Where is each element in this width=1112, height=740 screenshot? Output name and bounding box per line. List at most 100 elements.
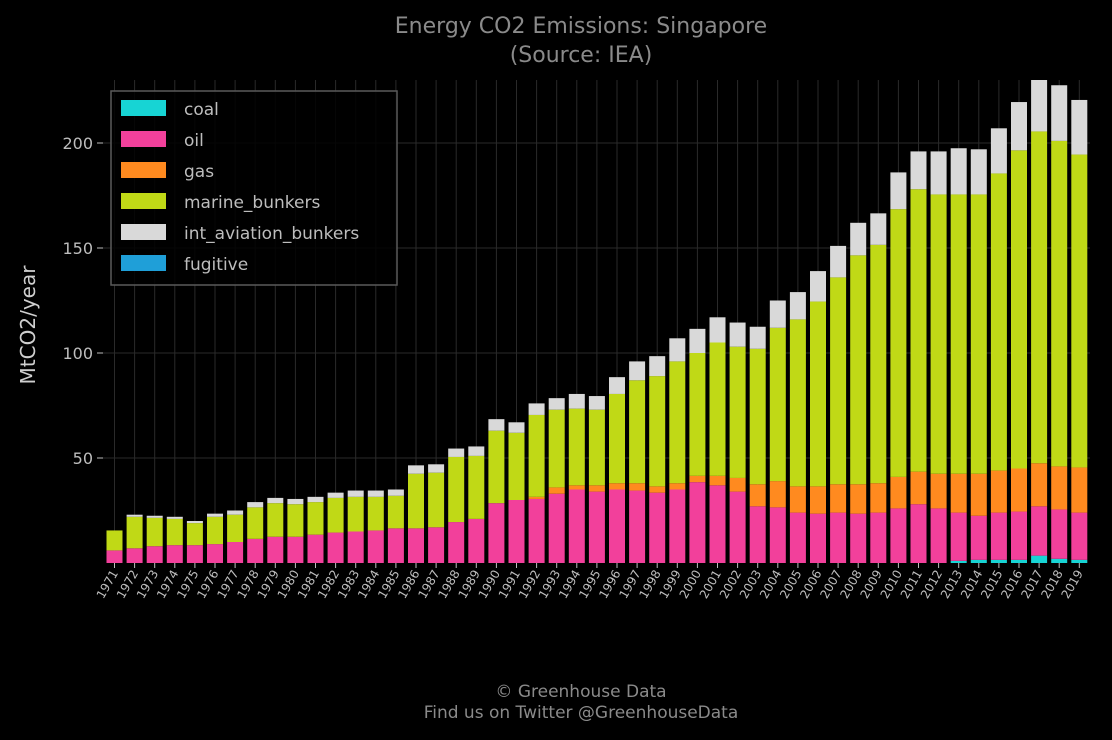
bar-marine_bunkers-1979 <box>267 503 284 537</box>
bar-marine_bunkers-1991 <box>508 432 525 500</box>
bar-marine_bunkers-1983 <box>347 496 364 532</box>
bar-oil-1990 <box>488 503 505 563</box>
credit-block: © Greenhouse Data Find us on Twitter @Gr… <box>0 682 1112 724</box>
bar-int_aviation_bunkers-1987 <box>428 464 445 473</box>
bar-marine_bunkers-1975 <box>186 523 203 546</box>
bar-oil-2011 <box>910 504 927 563</box>
bar-gas-1995 <box>588 485 605 492</box>
bar-marine_bunkers-2011 <box>910 189 927 472</box>
bar-oil-1991 <box>508 500 525 563</box>
bar-int_aviation_bunkers-1990 <box>488 419 505 431</box>
bar-marine_bunkers-1993 <box>548 409 565 488</box>
bar-gas-1999 <box>669 483 686 490</box>
bar-int_aviation_bunkers-2019 <box>1071 99 1088 155</box>
bar-int_aviation_bunkers-1988 <box>448 448 465 457</box>
bar-marine_bunkers-2015 <box>990 173 1007 471</box>
bar-int_aviation_bunkers-2012 <box>930 151 947 195</box>
bar-oil-2008 <box>850 513 867 563</box>
chart-subtitle: (Source: IEA) <box>509 43 653 68</box>
bar-int_aviation_bunkers-1984 <box>367 490 384 497</box>
bar-marine_bunkers-2016 <box>1011 150 1027 469</box>
bar-gas-2016 <box>1011 468 1027 512</box>
bar-marine_bunkers-1978 <box>247 507 264 539</box>
bar-int_aviation_bunkers-2010 <box>890 172 907 210</box>
bar-gas-2003 <box>749 484 766 507</box>
bar-marine_bunkers-1992 <box>528 414 545 497</box>
bar-oil-1984 <box>367 530 384 563</box>
y-axis-label: MtCO2/year <box>16 265 40 385</box>
legend-label-int_aviation_bunkers: int_aviation_bunkers <box>184 224 359 244</box>
bar-marine_bunkers-2002 <box>729 346 746 478</box>
bar-marine_bunkers-1972 <box>126 516 143 549</box>
bar-oil-2010 <box>890 508 907 563</box>
x-tick-label: 2019 <box>1059 568 1086 601</box>
bar-oil-1986 <box>408 528 424 563</box>
bar-gas-1997 <box>629 483 646 491</box>
bar-gas-2001 <box>709 475 726 486</box>
bar-oil-1972 <box>126 548 143 563</box>
bar-marine_bunkers-1971 <box>106 530 123 551</box>
bar-int_aviation_bunkers-1994 <box>568 393 585 409</box>
bar-oil-1978 <box>247 538 264 563</box>
bar-oil-1977 <box>227 542 244 563</box>
bar-int_aviation_bunkers-1978 <box>247 502 264 508</box>
bar-marine_bunkers-2003 <box>749 348 766 485</box>
legend-label-coal: coal <box>184 100 219 120</box>
bar-marine_bunkers-1977 <box>227 514 244 542</box>
bar-oil-2005 <box>789 512 806 563</box>
bar-oil-2007 <box>830 512 847 563</box>
bar-oil-1995 <box>588 491 605 563</box>
bar-marine_bunkers-1986 <box>408 473 424 529</box>
bar-marine_bunkers-1990 <box>488 430 505 504</box>
bar-int_aviation_bunkers-2008 <box>850 222 867 256</box>
legend: coal oil gas marine_bunkers int_aviation_bun… <box>110 90 398 286</box>
bar-oil-1999 <box>669 489 686 563</box>
bar-oil-1979 <box>267 536 284 563</box>
bar-marine_bunkers-1984 <box>367 496 384 531</box>
bar-int_aviation_bunkers-1975 <box>186 521 203 524</box>
bar-gas-1993 <box>548 487 565 494</box>
bar-oil-2013 <box>950 512 967 561</box>
bar-oil-2017 <box>1031 506 1048 556</box>
bar-marine_bunkers-1988 <box>448 456 465 523</box>
bar-marine_bunkers-1982 <box>327 497 344 533</box>
bar-oil-2019 <box>1071 512 1088 560</box>
bar-int_aviation_bunkers-2016 <box>1011 102 1027 151</box>
bar-coal-2013 <box>950 560 967 563</box>
bar-marine_bunkers-1997 <box>629 380 646 484</box>
bar-oil-2002 <box>729 491 746 563</box>
bar-marine_bunkers-1976 <box>207 516 223 545</box>
legend-label-gas: gas <box>184 162 214 182</box>
bar-int_aviation_bunkers-1999 <box>669 338 686 362</box>
bar-oil-1993 <box>548 493 565 563</box>
bar-gas-2008 <box>850 484 867 514</box>
bar-int_aviation_bunkers-1973 <box>146 515 163 518</box>
bar-oil-1998 <box>649 492 666 563</box>
bar-int_aviation_bunkers-1979 <box>267 497 284 504</box>
bar-oil-1981 <box>307 534 324 563</box>
bar-oil-2004 <box>769 507 786 563</box>
bar-oil-1996 <box>609 489 625 563</box>
bar-oil-1992 <box>528 498 545 563</box>
x-axis: 1971197219731974197519761977197819791980… <box>94 563 1086 601</box>
bar-int_aviation_bunkers-2002 <box>729 322 746 347</box>
bar-int_aviation_bunkers-2017 <box>1031 80 1048 132</box>
bar-int_aviation_bunkers-2007 <box>830 245 847 278</box>
bar-oil-1975 <box>186 545 203 563</box>
legend-swatch-marine_bunkers <box>121 193 166 209</box>
bar-gas-2017 <box>1031 463 1048 507</box>
y-tick-label: 150 <box>62 239 93 258</box>
bar-marine_bunkers-1974 <box>166 518 183 546</box>
bar-coal-2019 <box>1071 559 1088 563</box>
bar-gas-2018 <box>1051 466 1068 510</box>
bar-gas-2005 <box>789 486 806 513</box>
bar-marine_bunkers-2000 <box>689 353 706 476</box>
bar-gas-2006 <box>810 486 826 514</box>
bar-oil-1989 <box>468 518 485 563</box>
bar-marine_bunkers-1987 <box>428 472 445 528</box>
bar-int_aviation_bunkers-1997 <box>629 361 646 381</box>
bar-gas-2010 <box>890 476 907 509</box>
bar-int_aviation_bunkers-2014 <box>970 149 987 195</box>
chart-title: Energy CO2 Emissions: Singapore <box>394 14 768 39</box>
bar-int_aviation_bunkers-1992 <box>528 403 545 415</box>
